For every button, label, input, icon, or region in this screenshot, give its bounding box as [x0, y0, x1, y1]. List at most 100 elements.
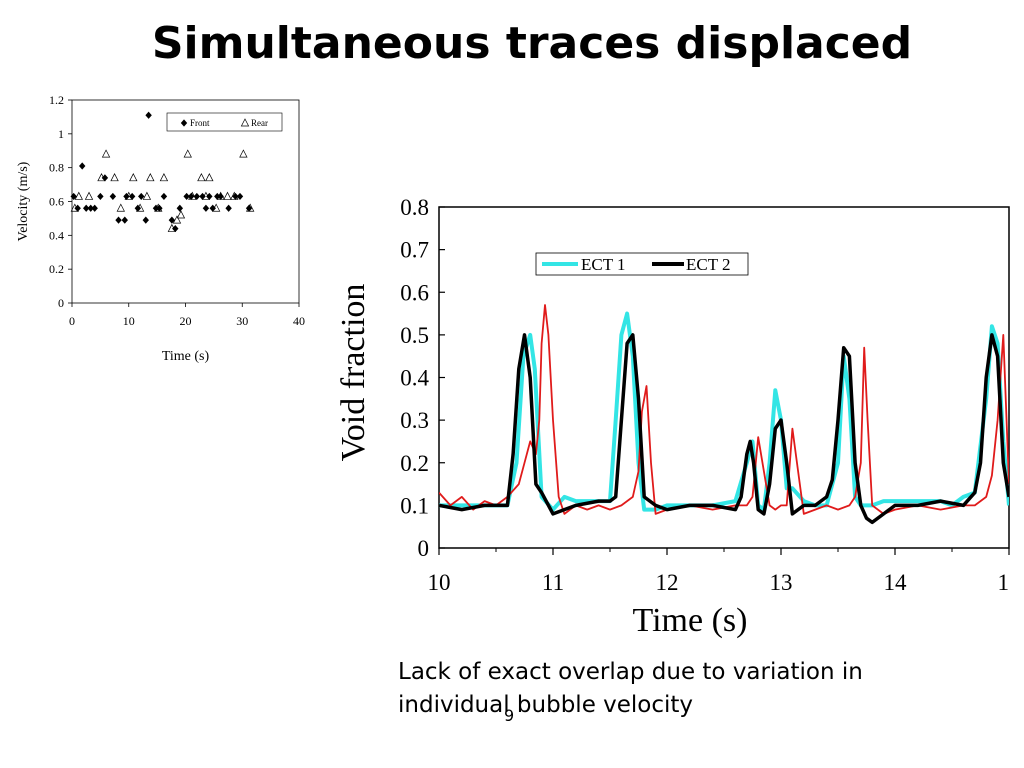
data-point — [70, 203, 80, 212]
data-point — [211, 203, 221, 212]
data-point — [205, 173, 214, 182]
data-point — [97, 192, 104, 201]
y-tick-label: 0.4 — [49, 228, 64, 242]
data-point — [206, 192, 213, 201]
data-point — [214, 192, 221, 201]
y-tick-label: 0.1 — [400, 493, 429, 518]
series-line-ect-2 — [439, 333, 1009, 525]
data-point — [97, 173, 106, 182]
y-tick-label: 0.5 — [400, 323, 429, 348]
data-point — [110, 173, 119, 182]
x-tick-label: 13 — [770, 570, 793, 595]
y-tick-label: 1 — [58, 127, 64, 141]
data-point — [146, 173, 155, 182]
series-line-ect-1 — [439, 311, 1009, 512]
data-point — [180, 119, 188, 127]
y-tick-label: 0.6 — [49, 195, 64, 209]
data-point — [142, 216, 149, 224]
data-point — [245, 204, 253, 212]
y-tick-label: 1.2 — [49, 93, 64, 107]
y-axis-label: Void fraction — [335, 284, 372, 462]
void-fraction-line-chart: 0 0.1 0.2 0.3 0.4 0.5 0.6 0.7 0.8 10 11 12 13 14 15 Tim… — [335, 195, 1011, 639]
data-point — [236, 192, 244, 201]
data-point — [109, 192, 117, 201]
x-axis-label: Time (s) — [633, 602, 748, 639]
data-point — [101, 149, 111, 158]
x-tick-label: 14 — [884, 570, 908, 595]
data-point — [138, 192, 145, 201]
data-point — [176, 204, 184, 212]
x-tick-label: 10 — [428, 570, 451, 595]
legend-label-front: Front — [190, 118, 210, 128]
x-tick-label: 40 — [293, 314, 305, 328]
data-point — [188, 191, 197, 200]
data-point — [172, 215, 182, 224]
y-tick-label: 0.8 — [49, 161, 64, 175]
data-point — [209, 204, 216, 212]
y-tick-label: 0 — [418, 536, 430, 561]
caption-line-2: individual bubble velocity — [398, 692, 694, 718]
data-point — [197, 173, 206, 182]
caption-line-1: Lack of exact overlap due to variation i… — [398, 659, 863, 685]
series-rear — [70, 149, 255, 232]
x-tick-label: 15 — [998, 570, 1011, 595]
velocity-scatter-chart: 0 0.2 0.4 0.6 0.8 1 1.2 0 10 20 30 40 Time (s) Veloci… — [16, 93, 305, 364]
x-tick-label: 20 — [180, 314, 192, 328]
data-point — [142, 191, 152, 200]
data-point — [135, 203, 145, 212]
y-tick-label: 0.7 — [400, 238, 429, 263]
x-tick-label: 0 — [69, 314, 75, 328]
data-point — [223, 191, 232, 200]
data-point — [84, 191, 94, 200]
data-point — [116, 203, 125, 212]
data-point — [82, 204, 90, 212]
data-point — [154, 203, 163, 212]
y-tick-label: 0.2 — [400, 451, 429, 476]
data-point — [216, 191, 225, 200]
legend-label-ect1: ECT 1 — [581, 255, 626, 274]
data-point — [87, 204, 94, 212]
data-point — [183, 149, 192, 158]
data-point — [183, 192, 190, 201]
y-tick-label: 0.3 — [400, 408, 429, 433]
x-tick-label: 12 — [656, 570, 679, 595]
data-point — [225, 204, 232, 212]
slide-title: Simultaneous traces displaced — [151, 18, 913, 69]
legend-label-rear: Rear — [251, 118, 268, 128]
legend-label-ect2: ECT 2 — [686, 255, 731, 274]
data-point — [145, 111, 152, 119]
legend: ECT 1 ECT 2 — [535, 252, 749, 276]
y-axis-label: Velocity (m/s) — [16, 161, 31, 241]
data-point — [172, 224, 179, 233]
data-point — [202, 204, 210, 212]
x-tick-label: 11 — [542, 570, 564, 595]
x-axis-label: Time (s) — [162, 349, 210, 364]
caption: Lack of exact overlap due to variation i… — [398, 656, 998, 722]
y-tick-label: 0 — [58, 296, 64, 310]
legend-box — [166, 112, 283, 132]
data-point — [201, 191, 211, 200]
data-point — [121, 216, 128, 224]
data-point — [160, 192, 168, 201]
data-point — [70, 192, 77, 201]
data-point — [246, 203, 255, 212]
data-point — [124, 191, 133, 200]
y-tick-label: 0.6 — [400, 280, 429, 305]
y-tick-label: 0.2 — [49, 262, 64, 276]
slide-number: 9 — [504, 706, 515, 725]
data-point — [230, 191, 239, 200]
x-tick-label: 30 — [236, 314, 248, 328]
data-point — [167, 223, 177, 232]
data-point — [199, 192, 206, 201]
data-point — [91, 204, 98, 212]
legend-box — [535, 252, 749, 276]
data-point — [129, 173, 138, 182]
data-point — [176, 210, 186, 219]
data-point — [79, 162, 86, 170]
data-point — [128, 192, 136, 201]
data-point — [159, 173, 169, 182]
data-point — [239, 149, 248, 158]
legend: Front Rear — [166, 112, 283, 132]
data-point — [74, 204, 81, 212]
data-point — [217, 192, 224, 201]
